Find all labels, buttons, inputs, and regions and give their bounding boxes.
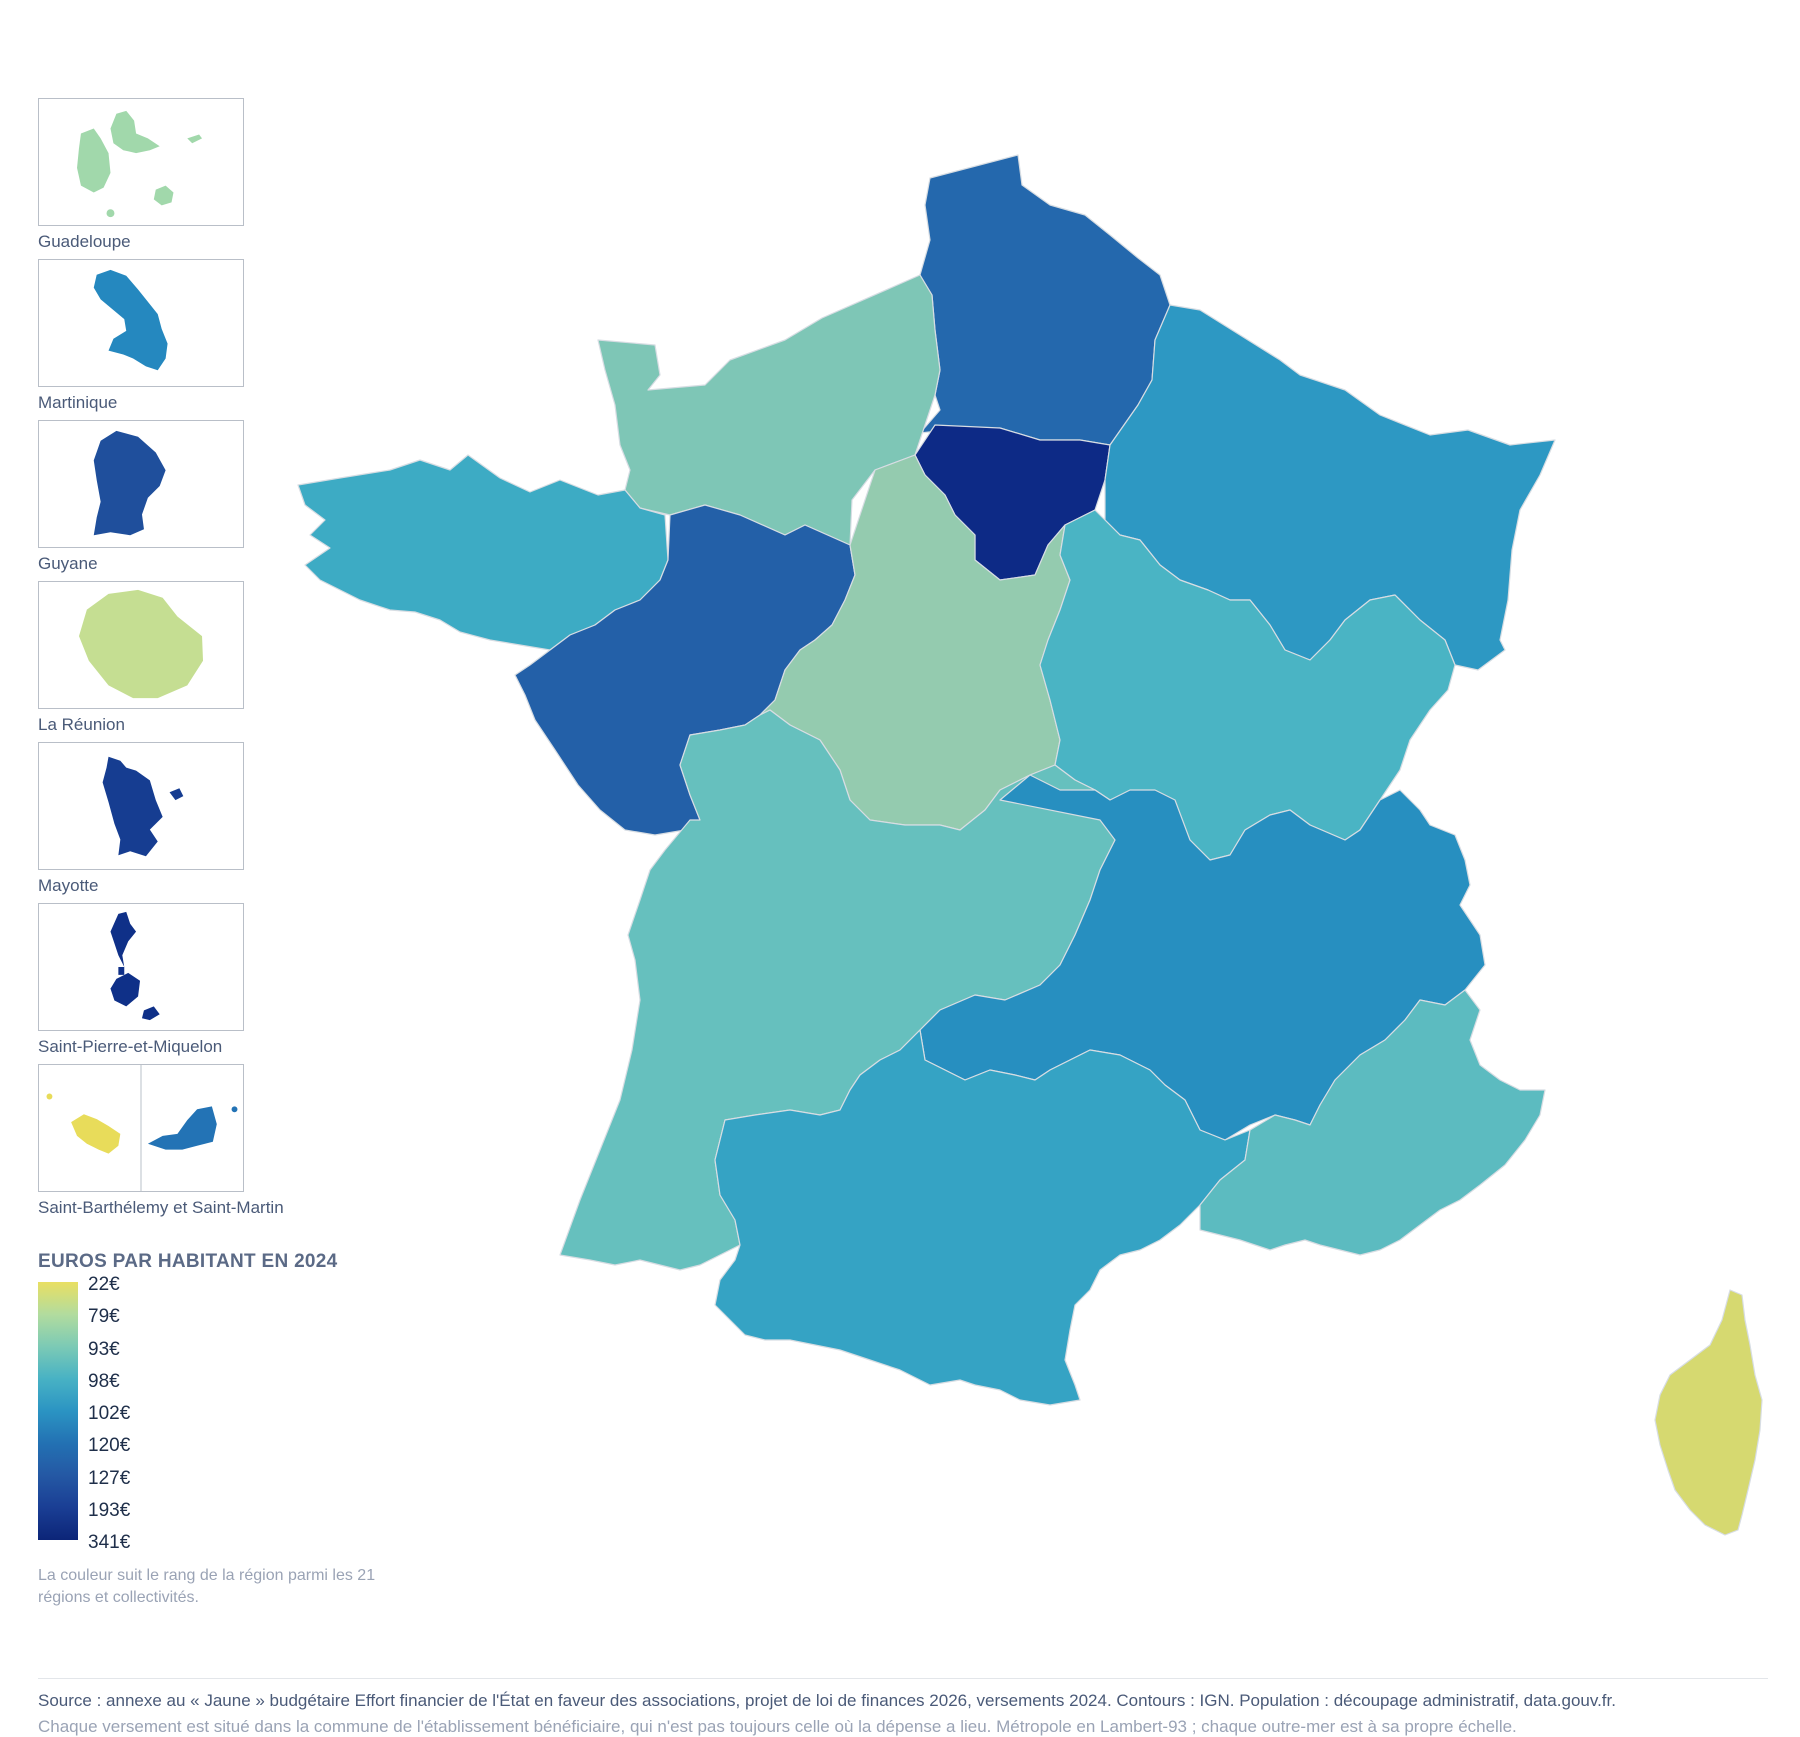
footer-divider bbox=[38, 1678, 1768, 1679]
legend-tick: 98€ bbox=[88, 1370, 120, 1392]
legend-tick: 79€ bbox=[88, 1306, 120, 1328]
mayotte-map bbox=[102, 756, 184, 857]
inset-saint-barthelemy-et-saint-martin bbox=[38, 1064, 244, 1192]
legend-tick: 193€ bbox=[88, 1499, 131, 1521]
inset-label-guadeloupe: Guadeloupe bbox=[38, 232, 131, 251]
source-text: Source : annexe au « Jaune » budgétaire … bbox=[38, 1691, 1616, 1710]
martinique-map bbox=[93, 269, 168, 371]
inset-label-saint-pierre-et-miquelon: Saint-Pierre-et-Miquelon bbox=[38, 1037, 223, 1056]
inset-martinique bbox=[38, 259, 244, 387]
inset-saint-pierre-et-miquelon bbox=[38, 903, 244, 1031]
region-provence-alpes-cote-d-azur[interactable] bbox=[1199, 989, 1546, 1256]
inset-reunion bbox=[38, 581, 244, 709]
inset-label-reunion: La Réunion bbox=[38, 715, 125, 734]
inset-label-martinique: Martinique bbox=[38, 393, 118, 412]
legend-tick: 120€ bbox=[88, 1435, 131, 1457]
inset-label-saint-barthelemy-et-saint-martin: Saint-Barthélemy et Saint-Martin bbox=[38, 1198, 284, 1217]
legend-title: EUROS PAR HABITANT EN 2024 bbox=[38, 1251, 338, 1272]
legend-tick: 93€ bbox=[88, 1338, 120, 1360]
inset-label-mayotte: Mayotte bbox=[38, 876, 99, 895]
legend-note: La couleur suit le rang de la région par… bbox=[38, 1567, 376, 1606]
guyane-map bbox=[93, 430, 166, 536]
inset-guyane bbox=[38, 420, 244, 548]
guadeloupe-map bbox=[77, 110, 203, 218]
region-hauts-de-france[interactable] bbox=[919, 154, 1171, 446]
reunion-map bbox=[78, 589, 204, 699]
method-note: Chaque versement est situé dans la commu… bbox=[38, 1717, 1517, 1736]
saint-pierre-et-miquelon-map bbox=[110, 911, 160, 1021]
legend-tick: 127€ bbox=[88, 1467, 131, 1489]
region-occitanie[interactable] bbox=[714, 1029, 1251, 1406]
legend-tick: 22€ bbox=[88, 1274, 120, 1295]
inset-label-guyane: Guyane bbox=[38, 554, 98, 573]
inset-guadeloupe bbox=[38, 98, 244, 226]
saint-barthelemy-et-saint-martin-map bbox=[46, 1065, 238, 1191]
legend-color-scale bbox=[38, 1282, 78, 1540]
inset-mayotte bbox=[38, 742, 244, 870]
region-corse[interactable] bbox=[1654, 1289, 1763, 1536]
legend-tick: 102€ bbox=[88, 1403, 131, 1424]
legend-tick: 341€ bbox=[88, 1532, 131, 1553]
